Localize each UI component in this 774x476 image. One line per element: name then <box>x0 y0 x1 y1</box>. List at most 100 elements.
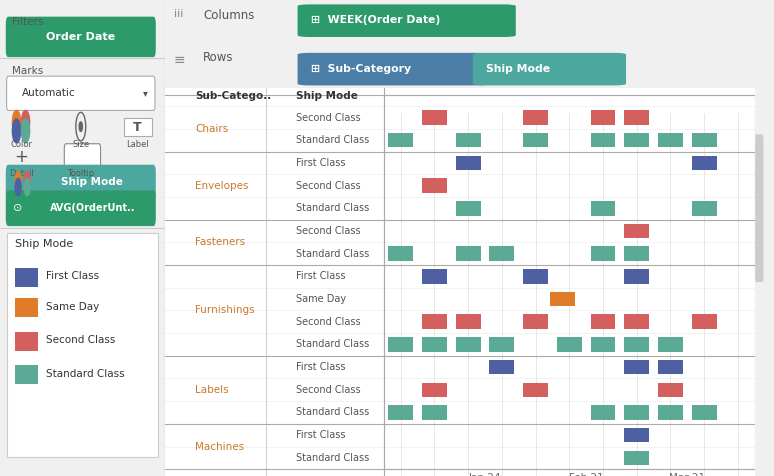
FancyBboxPatch shape <box>624 110 649 125</box>
Text: Columns: Columns <box>204 9 255 22</box>
FancyBboxPatch shape <box>15 365 38 384</box>
Bar <box>165 88 384 476</box>
FancyBboxPatch shape <box>658 133 683 148</box>
FancyBboxPatch shape <box>456 247 481 261</box>
FancyBboxPatch shape <box>456 315 481 329</box>
Text: Machines: Machines <box>195 442 245 452</box>
Text: Standard Class: Standard Class <box>296 203 369 213</box>
FancyBboxPatch shape <box>422 178 447 193</box>
FancyBboxPatch shape <box>489 247 515 261</box>
FancyBboxPatch shape <box>456 337 481 352</box>
Text: T: T <box>133 120 142 134</box>
Text: Standard Class: Standard Class <box>46 368 125 379</box>
Text: Standard Class: Standard Class <box>296 135 369 145</box>
Text: Automatic: Automatic <box>22 88 75 99</box>
Text: +: + <box>14 148 28 166</box>
Text: Chairs: Chairs <box>195 124 228 134</box>
Text: Feb 21: Feb 21 <box>569 473 604 476</box>
FancyBboxPatch shape <box>5 190 156 226</box>
FancyBboxPatch shape <box>624 337 649 352</box>
FancyBboxPatch shape <box>5 165 156 200</box>
FancyBboxPatch shape <box>7 233 158 457</box>
FancyBboxPatch shape <box>64 144 101 169</box>
FancyBboxPatch shape <box>389 405 413 420</box>
Text: Detail: Detail <box>9 169 33 178</box>
Circle shape <box>24 171 30 188</box>
Text: Ship Mode: Ship Mode <box>15 239 73 249</box>
FancyBboxPatch shape <box>591 110 615 125</box>
Circle shape <box>12 119 21 143</box>
Text: Labels: Labels <box>195 385 229 395</box>
Text: Standard Class: Standard Class <box>296 453 369 463</box>
Text: First Class: First Class <box>296 362 346 372</box>
FancyBboxPatch shape <box>489 337 515 352</box>
Text: Color: Color <box>10 140 32 149</box>
FancyBboxPatch shape <box>15 268 38 287</box>
FancyBboxPatch shape <box>591 201 615 216</box>
FancyBboxPatch shape <box>523 110 548 125</box>
Text: Ship Mode: Ship Mode <box>61 177 123 188</box>
FancyBboxPatch shape <box>624 133 649 148</box>
Text: Second Class: Second Class <box>296 317 361 327</box>
FancyBboxPatch shape <box>624 428 649 442</box>
Text: Mar 21: Mar 21 <box>670 473 705 476</box>
FancyBboxPatch shape <box>692 315 717 329</box>
FancyBboxPatch shape <box>15 298 38 317</box>
FancyBboxPatch shape <box>591 405 615 420</box>
Text: ⊞  WEEK(Order Date): ⊞ WEEK(Order Date) <box>311 15 440 25</box>
Text: AVG(OrderUnt..: AVG(OrderUnt.. <box>50 203 135 213</box>
FancyBboxPatch shape <box>5 17 156 57</box>
Text: Order Date: Order Date <box>46 31 115 42</box>
FancyBboxPatch shape <box>422 110 447 125</box>
Bar <box>384 95 755 469</box>
FancyBboxPatch shape <box>624 224 649 238</box>
FancyBboxPatch shape <box>624 405 649 420</box>
FancyBboxPatch shape <box>557 337 582 352</box>
FancyBboxPatch shape <box>624 315 649 329</box>
Circle shape <box>79 122 82 131</box>
FancyBboxPatch shape <box>658 383 683 397</box>
Text: First Class: First Class <box>296 430 346 440</box>
Text: Filters: Filters <box>12 17 43 27</box>
Circle shape <box>15 171 21 188</box>
Text: Ship Mode: Ship Mode <box>296 91 358 101</box>
FancyBboxPatch shape <box>692 156 717 170</box>
FancyBboxPatch shape <box>456 201 481 216</box>
FancyBboxPatch shape <box>624 451 649 465</box>
Text: First Class: First Class <box>296 271 346 281</box>
FancyBboxPatch shape <box>7 76 155 110</box>
Text: Same Day: Same Day <box>296 294 347 304</box>
Text: ⊞  Sub-Category: ⊞ Sub-Category <box>311 64 411 74</box>
Text: Second Class: Second Class <box>46 335 115 346</box>
Text: Ship Mode: Ship Mode <box>486 64 550 74</box>
FancyBboxPatch shape <box>624 360 649 374</box>
Text: Rows: Rows <box>204 51 234 64</box>
FancyBboxPatch shape <box>389 247 413 261</box>
FancyBboxPatch shape <box>523 315 548 329</box>
Text: Label: Label <box>126 140 149 149</box>
Circle shape <box>22 110 29 134</box>
FancyBboxPatch shape <box>422 315 447 329</box>
FancyBboxPatch shape <box>389 133 413 148</box>
Text: Standard Class: Standard Class <box>296 248 369 258</box>
FancyBboxPatch shape <box>422 269 447 284</box>
Text: Size: Size <box>72 140 90 149</box>
Text: Envelopes: Envelopes <box>195 180 248 190</box>
Text: Jan 24: Jan 24 <box>469 473 502 476</box>
FancyBboxPatch shape <box>591 247 615 261</box>
Text: ≡: ≡ <box>173 53 185 67</box>
Text: Same Day: Same Day <box>46 302 99 312</box>
Text: ▾: ▾ <box>142 88 148 99</box>
Text: Second Class: Second Class <box>296 112 361 122</box>
FancyBboxPatch shape <box>658 360 683 374</box>
FancyBboxPatch shape <box>389 337 413 352</box>
FancyBboxPatch shape <box>755 135 763 282</box>
FancyBboxPatch shape <box>692 405 717 420</box>
Circle shape <box>12 110 21 134</box>
Text: iii: iii <box>173 9 183 19</box>
FancyBboxPatch shape <box>523 383 548 397</box>
Text: Second Class: Second Class <box>296 180 361 190</box>
FancyBboxPatch shape <box>692 201 717 216</box>
FancyBboxPatch shape <box>473 53 626 85</box>
Text: Standard Class: Standard Class <box>296 407 369 417</box>
